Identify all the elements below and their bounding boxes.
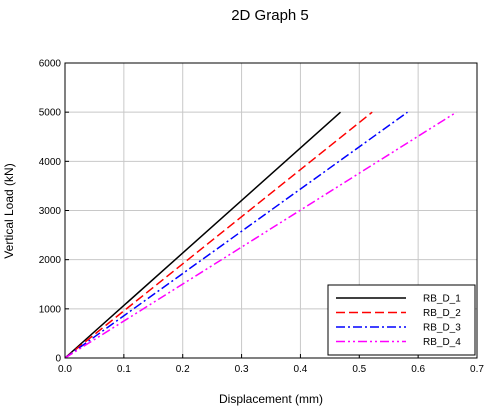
series-line-rb-d-3 xyxy=(64,111,408,359)
x-tick-label: 0.7 xyxy=(470,364,484,375)
series-group xyxy=(64,111,457,359)
legend-label: RB_D_3 xyxy=(423,323,461,334)
y-tick-label: 5000 xyxy=(39,108,62,119)
y-tick-label: 4000 xyxy=(39,157,62,168)
legend-box xyxy=(327,284,476,356)
legend: RB_D_1 RB_D_2 RB_D_3 RB_D_4 xyxy=(327,284,476,356)
y-tick-label: 2000 xyxy=(39,255,62,266)
axis-ticks: 0.0 0.1 0.2 0.3 0.4 0.5 0.6 0.7 0 1000 2000 3000 400… xyxy=(39,59,485,376)
legend-label: RB_D_4 xyxy=(423,337,461,348)
x-tick-label: 0.3 xyxy=(235,364,249,375)
y-tick-label: 0 xyxy=(55,354,61,365)
x-tick-label: 0.2 xyxy=(176,364,190,375)
y-tick-label: 6000 xyxy=(39,59,62,70)
x-tick-label: 0.4 xyxy=(293,364,307,375)
grid xyxy=(65,63,477,358)
legend-label: RB_D_2 xyxy=(423,308,461,319)
series-line-rb-d-2 xyxy=(64,111,373,359)
x-tick-label: 0.0 xyxy=(58,364,72,375)
x-axis-label: Displacement (mm) xyxy=(219,392,323,406)
x-tick-label: 0.6 xyxy=(411,364,425,375)
series-line-rb-d-1 xyxy=(64,111,341,359)
y-tick-label: 3000 xyxy=(39,206,62,217)
x-tick-label: 0.1 xyxy=(117,364,131,375)
y-axis-label: Vertical Load (kN) xyxy=(2,163,16,258)
legend-label: RB_D_1 xyxy=(423,294,461,305)
x-tick-label: 0.5 xyxy=(352,364,366,375)
y-tick-label: 1000 xyxy=(39,304,62,315)
chart-title: 2D Graph 5 xyxy=(231,7,309,24)
